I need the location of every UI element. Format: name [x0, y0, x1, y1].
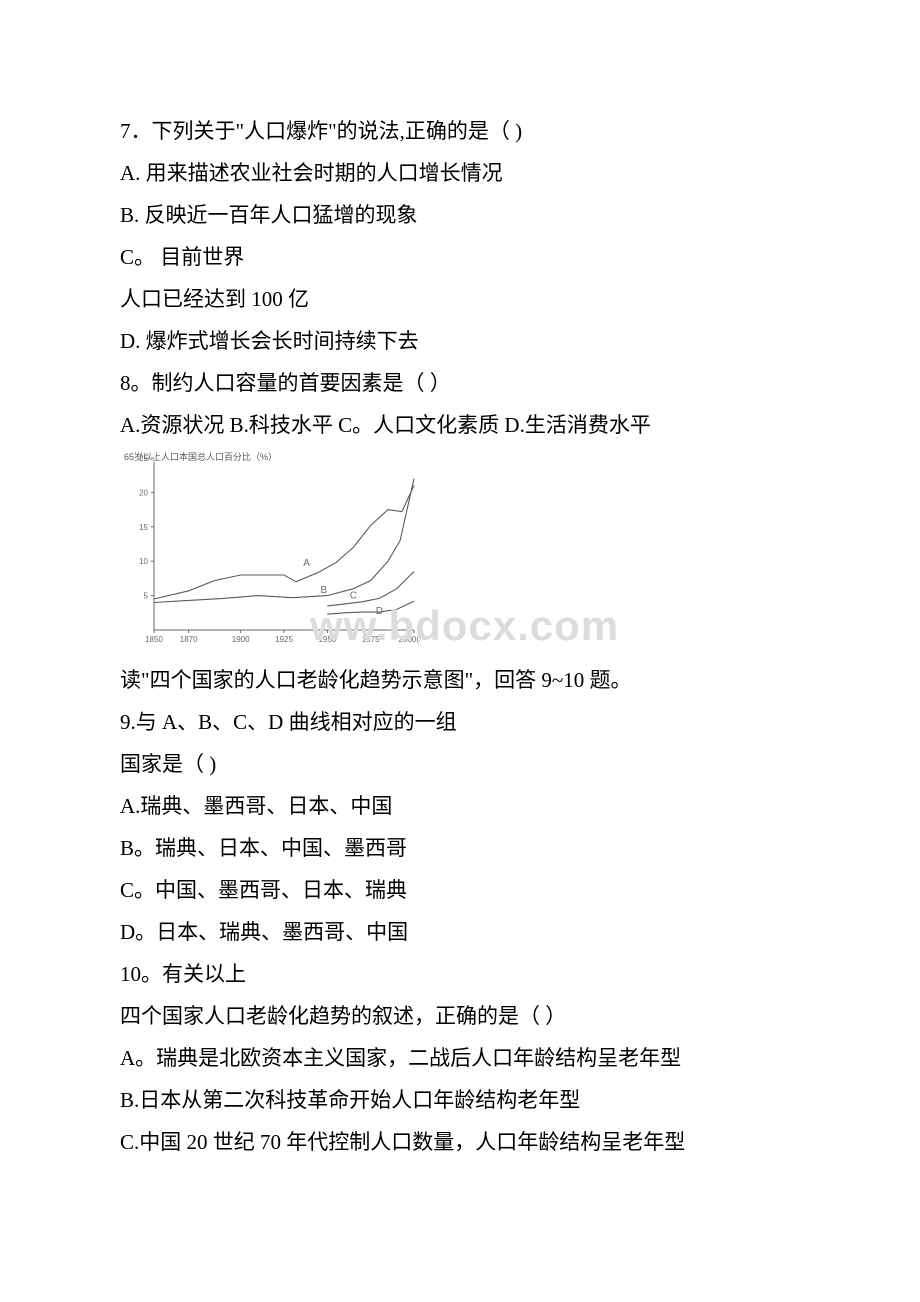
aging-chart: 65岁以上人口本国总人口百分比（%）5101520251850187019001…	[120, 452, 800, 657]
svg-text:1870: 1870	[180, 635, 198, 644]
svg-text:10: 10	[139, 557, 148, 566]
svg-text:2000(年): 2000(年)	[398, 634, 420, 644]
svg-text:15: 15	[139, 523, 148, 532]
svg-text:D: D	[376, 606, 383, 617]
svg-text:1950: 1950	[318, 635, 336, 644]
q9-option-a: A.瑞典、墨西哥、日本、中国	[120, 785, 800, 827]
q7-option-b: B. 反映近一百年人口猛增的现象	[120, 194, 800, 236]
q9-stem-part2: 国家是（ )	[120, 743, 800, 785]
aging-chart-svg: 65岁以上人口本国总人口百分比（%）5101520251850187019001…	[120, 452, 420, 652]
q10-option-a: A。瑞典是北欧资本主义国家，二战后人口年龄结构呈老年型	[120, 1037, 800, 1079]
q9-option-b: B。瑞典、日本、中国、墨西哥	[120, 827, 800, 869]
svg-text:5: 5	[144, 592, 149, 601]
q10-option-c: C.中国 20 世纪 70 年代控制人口数量，人口年龄结构呈老年型	[120, 1121, 800, 1163]
svg-text:20: 20	[139, 488, 148, 497]
q7-option-a: A. 用来描述农业社会时期的人口增长情况	[120, 152, 800, 194]
svg-text:1975: 1975	[362, 635, 380, 644]
q9-stem-part1: 9.与 A、B、C、D 曲线相对应的一组	[120, 701, 800, 743]
q7-option-c-part2: 人口已经达到 100 亿	[120, 278, 800, 320]
q9-option-c: C。中国、墨西哥、日本、瑞典	[120, 869, 800, 911]
svg-text:C: C	[350, 590, 357, 601]
svg-text:1850: 1850	[145, 635, 163, 644]
svg-text:A: A	[303, 558, 310, 569]
q7-stem: 7．下列关于"人口爆炸"的说法,正确的是（ )	[120, 110, 800, 152]
svg-text:1900: 1900	[232, 635, 250, 644]
q7-option-c-part1: C。 目前世界	[120, 236, 800, 278]
svg-text:25: 25	[139, 454, 148, 463]
q7-option-d: D. 爆炸式增长会长时间持续下去	[120, 320, 800, 362]
q9-option-d: D。日本、瑞典、墨西哥、中国	[120, 911, 800, 953]
document-page: 7．下列关于"人口爆炸"的说法,正确的是（ ) A. 用来描述农业社会时期的人口…	[0, 0, 920, 1223]
q8-options: A.资源状况 B.科技水平 C。人口文化素质 D.生活消费水平	[120, 404, 800, 446]
q10-option-b: B.日本从第二次科技革命开始人口年龄结构老年型	[120, 1079, 800, 1121]
q10-stem-part2: 四个国家人口老龄化趋势的叙述，正确的是（ ）	[120, 995, 800, 1037]
q10-stem-part1: 10。有关以上	[120, 953, 800, 995]
svg-text:B: B	[321, 585, 328, 596]
passage-text: 读"四个国家的人口老龄化趋势示意图"，回答 9~10 题。	[120, 659, 800, 701]
q8-stem: 8。制约人口容量的首要因素是（ ）	[120, 362, 800, 404]
svg-text:1925: 1925	[275, 635, 293, 644]
